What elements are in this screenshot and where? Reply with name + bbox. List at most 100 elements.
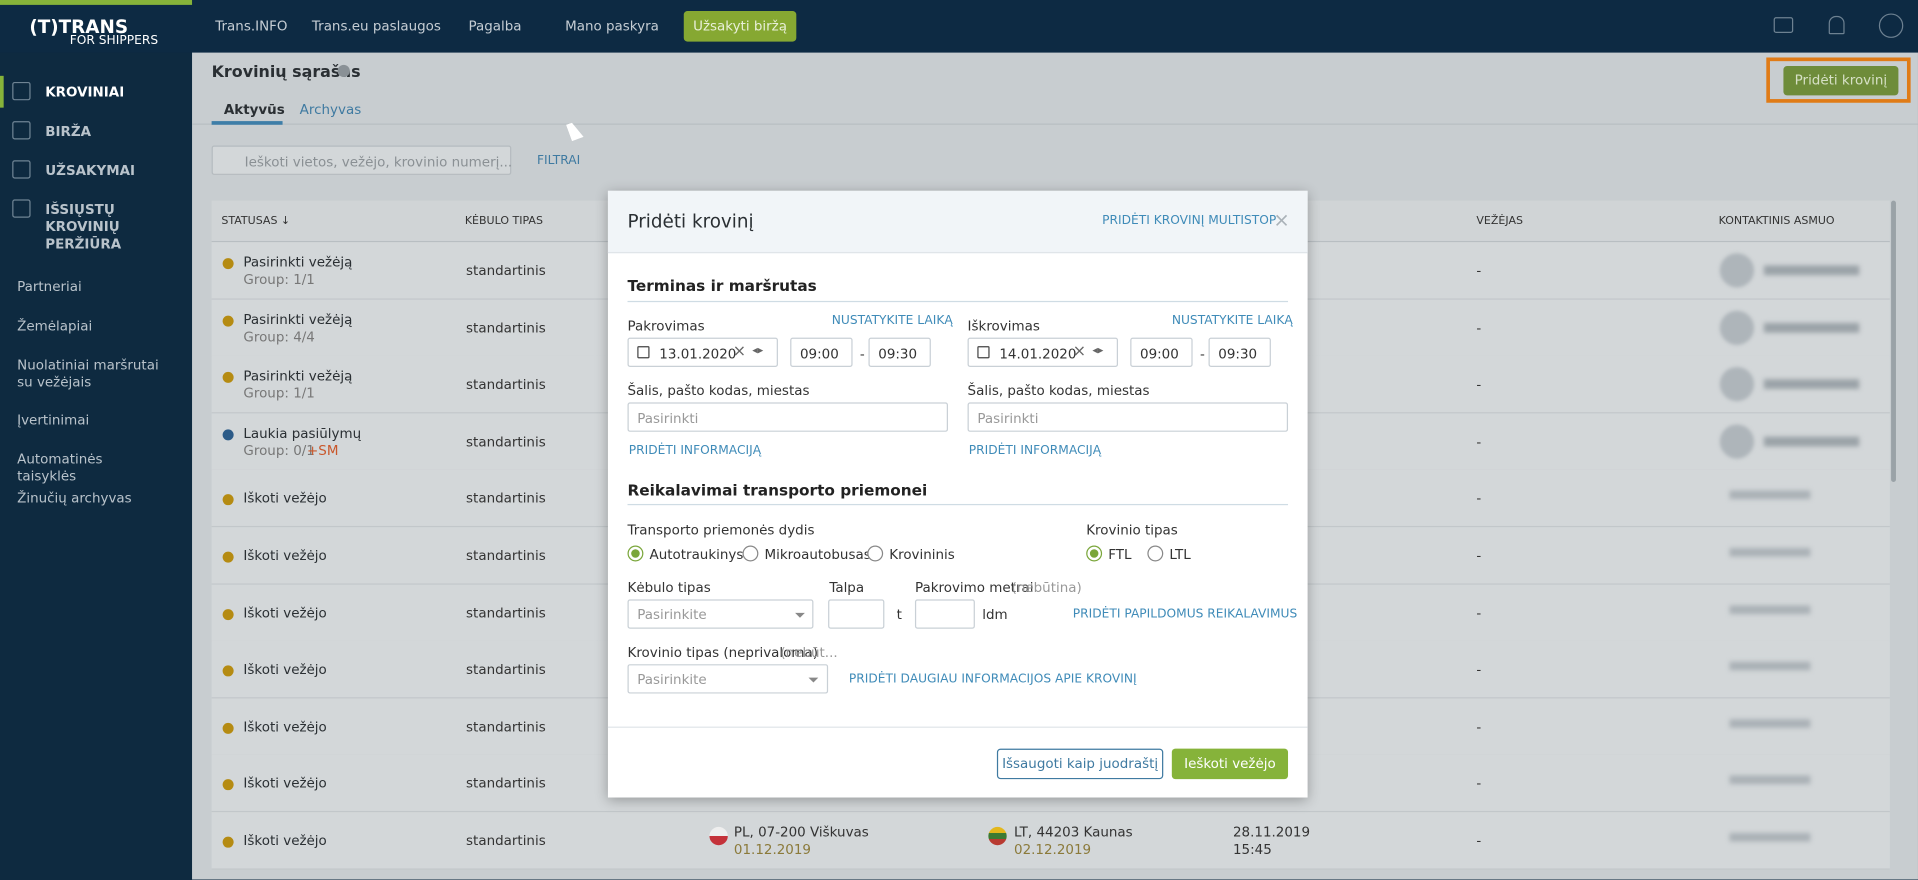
loading-place: PL, 07-200 Viškuvas bbox=[733, 824, 869, 841]
field-label: Šalis, pašto kodas, miestas bbox=[627, 382, 810, 399]
radio[interactable] bbox=[742, 545, 759, 562]
contact-blurred bbox=[1729, 547, 1811, 557]
carrier: - bbox=[1476, 718, 1482, 735]
group: Group: 1/1 bbox=[243, 385, 315, 402]
search-box[interactable] bbox=[211, 145, 512, 175]
user-icon[interactable] bbox=[1878, 13, 1904, 38]
carrier: - bbox=[1476, 319, 1482, 336]
flag bbox=[988, 826, 1007, 846]
search-carrier-button[interactable]: Ieškoti vežėjo bbox=[1171, 748, 1289, 780]
set-time-link[interactable]: NUSTATYKITE LAIKĄ bbox=[831, 314, 953, 328]
column-header: KĖBULO TIPAS bbox=[464, 215, 543, 228]
bell-icon[interactable] bbox=[1828, 15, 1845, 35]
tab-underline bbox=[211, 121, 283, 125]
modal: Pridėti krovinį PRIDĖTI KROVINĮ MULTISTO… bbox=[607, 190, 1308, 798]
time-value: 09:30 bbox=[878, 346, 918, 363]
logo: (T)TRANS bbox=[29, 15, 129, 38]
active-indicator bbox=[0, 75, 4, 108]
place-input[interactable] bbox=[627, 402, 948, 432]
body-type: standartinis bbox=[466, 376, 546, 393]
column-header: VEŽĖJAS bbox=[1476, 215, 1523, 228]
time-input[interactable] bbox=[1208, 337, 1271, 367]
tab[interactable]: Archyvas bbox=[299, 101, 362, 118]
status-icon bbox=[222, 722, 234, 734]
add-requirements-link[interactable]: PRIDĖTI PAPILDOMUS REIKALAVIMUS bbox=[1072, 607, 1298, 622]
body-type: standartinis bbox=[466, 718, 546, 735]
status-icon bbox=[222, 315, 234, 327]
tag: +SM bbox=[307, 442, 339, 459]
search-placeholder: Ieškoti vietos, vežėjo, krovinio numerį.… bbox=[244, 154, 513, 171]
add-info-link[interactable]: PRIDĖTI INFORMACIJĄ bbox=[628, 444, 762, 458]
stepper[interactable]: ◂▸ bbox=[752, 344, 764, 358]
chat-icon[interactable] bbox=[1773, 17, 1794, 34]
add-cargo-info-link[interactable]: PRIDĖTI DAUGIAU INFORMACIJOS APIE KROVIN… bbox=[848, 672, 1137, 687]
nav-item[interactable]: Trans.eu paslaugos bbox=[311, 18, 441, 35]
carrier: - bbox=[1476, 376, 1482, 393]
add-cargo-button[interactable]: Pridėti krovinį bbox=[1783, 66, 1899, 96]
select-placeholder: Pasirinkite bbox=[637, 671, 707, 688]
clear-icon[interactable]: × bbox=[1072, 342, 1087, 361]
sidebar-link[interactable]: Automatinės taisyklės bbox=[17, 451, 103, 485]
nav-item[interactable]: Mano paskyra bbox=[565, 18, 659, 35]
date-input[interactable] bbox=[967, 337, 1119, 367]
time-separator: - bbox=[1199, 346, 1205, 363]
add-info-link[interactable]: PRIDĖTI INFORMACIJĄ bbox=[968, 444, 1102, 458]
sidebar-link[interactable]: Įvertinimai bbox=[17, 412, 90, 429]
info-icon[interactable] bbox=[337, 64, 350, 78]
tab-active[interactable]: Aktyvūs bbox=[223, 101, 285, 118]
column-header: KONTAKTINIS ASMUO bbox=[1718, 215, 1835, 228]
time-input[interactable] bbox=[1130, 337, 1193, 367]
radio-label: LTL bbox=[1169, 546, 1191, 563]
sidebar-link[interactable]: Nuolatiniai maršrutai su vežėjais bbox=[17, 357, 159, 391]
cta-button[interactable]: Užsakyti biržą bbox=[683, 11, 797, 42]
sidebar-item[interactable]: IŠSIŲSTŲ KROVINIŲ PERŽIŪRA bbox=[45, 201, 122, 252]
stepper[interactable]: ◂▸ bbox=[1092, 344, 1104, 358]
body-select[interactable] bbox=[627, 599, 814, 629]
scrollbar[interactable] bbox=[1891, 200, 1896, 482]
place-input[interactable] bbox=[967, 402, 1289, 432]
set-time-link[interactable]: NUSTATYKITE LAIKĄ bbox=[1171, 314, 1293, 328]
time-input[interactable] bbox=[790, 337, 853, 367]
filters-link[interactable]: FILTRAI bbox=[536, 154, 581, 168]
tabs-line bbox=[192, 123, 1918, 125]
sidebar-item[interactable]: BIRŽA bbox=[45, 123, 92, 140]
sidebar-link[interactable]: Žinučių archyvas bbox=[17, 490, 132, 507]
radio[interactable] bbox=[1147, 545, 1164, 562]
sidebar-item[interactable]: UŽSAKYMAI bbox=[45, 162, 136, 179]
close-button[interactable]: × bbox=[1273, 207, 1290, 232]
sidebar-link[interactable]: Žemėlapiai bbox=[17, 318, 93, 334]
unloading-date: 02.12.2019 bbox=[1014, 841, 1092, 858]
carrier: - bbox=[1476, 547, 1482, 564]
nav-item[interactable]: Pagalba bbox=[468, 18, 522, 35]
status: Iškoti vežėjo bbox=[243, 661, 327, 678]
clear-icon[interactable]: × bbox=[732, 342, 747, 361]
avatar bbox=[1719, 367, 1755, 402]
date-input[interactable] bbox=[627, 337, 778, 367]
capacity-input[interactable] bbox=[828, 599, 885, 629]
nav-item[interactable]: Trans.INFO bbox=[215, 18, 288, 35]
place-placeholder: Pasirinkti bbox=[637, 410, 699, 427]
multistop-link[interactable]: PRIDĖTI KROVINĮ MULTISTOP bbox=[1102, 214, 1277, 228]
body-type: standartinis bbox=[466, 547, 546, 564]
radio[interactable] bbox=[627, 545, 644, 562]
time-input[interactable] bbox=[868, 337, 931, 367]
radio[interactable] bbox=[867, 545, 884, 562]
column-header[interactable]: STATUSAS ↓ bbox=[221, 215, 291, 228]
body-type: standartinis bbox=[466, 604, 546, 621]
radio[interactable] bbox=[1086, 545, 1103, 562]
logo-sub: FOR SHIPPERS bbox=[69, 34, 159, 48]
table-row[interactable] bbox=[211, 812, 1890, 870]
status: Pasirinkti vežėją bbox=[243, 254, 353, 271]
section-title: Terminas ir maršrutas bbox=[627, 276, 817, 295]
status-icon bbox=[222, 836, 234, 848]
save-draft-button[interactable]: Išsaugoti kaip juodraštį bbox=[996, 748, 1164, 780]
sidebar-item[interactable]: KROVINIAI bbox=[45, 84, 125, 101]
modal-header bbox=[607, 190, 1308, 254]
flag bbox=[709, 826, 728, 846]
cargo-kind-select[interactable] bbox=[627, 664, 829, 694]
sidebar-link[interactable]: Partneriai bbox=[17, 278, 82, 295]
body-type: standartinis bbox=[466, 490, 546, 507]
ldm-input[interactable] bbox=[914, 599, 975, 629]
